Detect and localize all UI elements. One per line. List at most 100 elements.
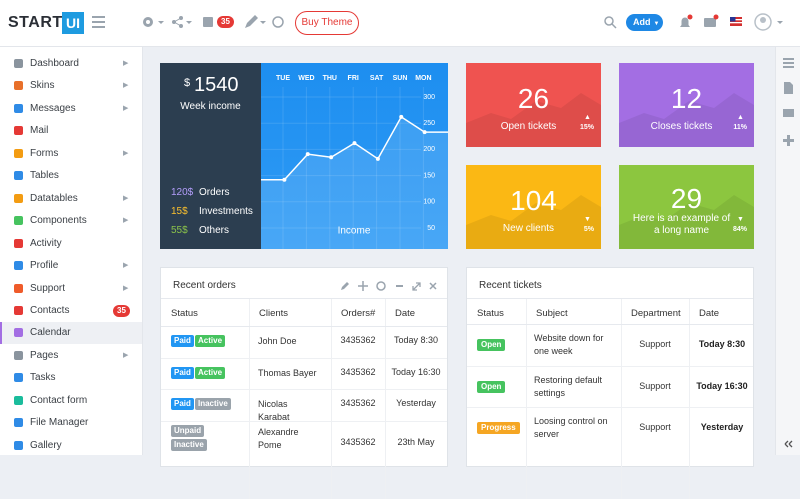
column-header: Status xyxy=(477,308,504,319)
edit-tool[interactable] xyxy=(341,282,349,290)
sidebar-item[interactable]: Messages ▶ xyxy=(0,98,142,120)
sidebar-item[interactable]: Datatables ▶ xyxy=(0,188,142,210)
sidebar-icon xyxy=(14,238,23,248)
tile-change: 5% xyxy=(583,226,594,233)
stat-tile: 12 Closes tickets ▲ 11% xyxy=(619,63,754,147)
y-tick-label: 250 xyxy=(423,120,435,127)
status-badge: Paid xyxy=(171,398,194,410)
sidebar-item[interactable]: Calendar xyxy=(0,322,142,345)
row-divider xyxy=(161,389,447,390)
sidebar-icon xyxy=(14,328,23,338)
day-label: THU xyxy=(323,75,337,82)
tile-value: 29 xyxy=(670,183,703,214)
column-header: Date xyxy=(395,308,416,319)
status-badge: Active xyxy=(195,366,226,379)
collapse-icon[interactable] xyxy=(784,440,793,448)
stat-tile: 104 New clients ▼ 5% xyxy=(466,165,601,249)
search-icon[interactable] xyxy=(604,16,614,26)
legend-value: 55$ xyxy=(171,225,188,236)
sidebar-label: Forms xyxy=(30,147,59,159)
row-divider xyxy=(161,357,447,359)
sidebar-item[interactable]: Forms ▶ xyxy=(0,143,142,165)
sidebar-item[interactable]: Components ▶ xyxy=(0,210,142,232)
file-icon[interactable] xyxy=(784,82,793,94)
folder-icon[interactable] xyxy=(203,17,213,27)
sidebar-item[interactable]: Dashboard ▶ xyxy=(0,53,142,75)
order-number: 3435362 xyxy=(340,436,376,447)
income-widget: $ 1540 Week income 120$ Orders 15$ Investme… xyxy=(160,63,448,249)
globe-icon[interactable] xyxy=(272,16,284,28)
sidebar-item[interactable]: Pages ▶ xyxy=(0,345,142,367)
refresh-tool[interactable] xyxy=(376,281,386,291)
income-point xyxy=(329,155,334,160)
tile-label: Closes tickets xyxy=(650,121,713,132)
sidebar-label: Contacts xyxy=(30,304,70,316)
logo-badge: UI xyxy=(62,12,84,34)
legend-label: Orders xyxy=(199,187,230,198)
notifications-icon[interactable] xyxy=(680,17,690,27)
day-label: SUN xyxy=(393,75,408,82)
tile-decoration xyxy=(619,195,754,249)
stat-tile: 29 Here is an example of a long name ▼ 84% xyxy=(619,165,754,249)
status-badge: Paid xyxy=(171,366,194,379)
move-tool[interactable] xyxy=(358,281,368,291)
status-badge: Active xyxy=(195,335,226,347)
tile-value: 104 xyxy=(510,185,557,216)
add-button[interactable]: Add ▼ xyxy=(626,14,663,31)
sidebar-item[interactable]: Support ▶ xyxy=(0,278,142,300)
tile-change: 15% xyxy=(579,124,594,131)
column-divider xyxy=(385,299,386,499)
share-icon[interactable] xyxy=(172,16,183,28)
mail-icon[interactable] xyxy=(704,18,716,27)
legend-label: Others xyxy=(199,225,230,236)
currency: $ xyxy=(184,77,191,89)
sidebar-item[interactable]: Profile ▶ xyxy=(0,255,142,277)
menu-toggle[interactable] xyxy=(92,16,105,28)
y-tick-label: 300 xyxy=(423,94,435,101)
sidebar-item[interactable]: Contacts 35 xyxy=(0,300,142,322)
sidebar-item[interactable]: File Manager xyxy=(0,412,142,434)
sidebar-icon xyxy=(14,418,23,428)
sidebar-item[interactable]: Gallery xyxy=(0,435,142,457)
tile-change: 84% xyxy=(732,226,747,233)
sidebar-arrow: ▶ xyxy=(123,194,129,202)
top-bar: START UI 35 Buy Theme Add ▼ xyxy=(0,0,800,47)
expand-tool[interactable] xyxy=(412,282,421,291)
list-icon[interactable] xyxy=(783,58,794,60)
tile-label: Open tickets xyxy=(500,121,557,132)
column-header: Department xyxy=(631,308,681,319)
sidebar-item[interactable]: Contact form xyxy=(0,390,142,412)
order-date: Today 8:30 xyxy=(393,335,439,345)
sidebar-label: Mail xyxy=(30,125,49,137)
sidebar-arrow: ▶ xyxy=(123,262,129,270)
tile-value: 26 xyxy=(517,83,550,114)
column-header: Status xyxy=(171,308,198,319)
header-divider xyxy=(161,326,447,327)
tile-label: New clients xyxy=(502,223,555,234)
panel-tools xyxy=(341,281,437,291)
close-tool[interactable] xyxy=(429,282,437,290)
panel-divider xyxy=(467,298,753,299)
income-point xyxy=(399,114,404,119)
sidebar-item[interactable]: Mail xyxy=(0,120,142,142)
sidebar-item[interactable]: Activity xyxy=(0,233,142,255)
edit-icon[interactable] xyxy=(245,15,258,28)
buy-theme-button[interactable]: Buy Theme xyxy=(295,11,359,35)
mail-panel-icon[interactable] xyxy=(783,109,794,117)
language-flag[interactable] xyxy=(730,17,742,26)
ticket-subject: Website down for one week xyxy=(534,333,604,356)
income-point xyxy=(422,130,427,135)
row-divider xyxy=(467,365,753,367)
add-panel-icon[interactable] xyxy=(783,135,794,146)
sidebar-item[interactable]: Tables xyxy=(0,165,142,187)
client-name: Alexandre Pome xyxy=(258,426,299,450)
sidebar-item[interactable]: Tasks xyxy=(0,367,142,389)
avatar[interactable] xyxy=(754,13,772,31)
sidebar-item[interactable]: Skins ▶ xyxy=(0,75,142,97)
sidebar-icon xyxy=(14,373,23,383)
row-divider xyxy=(467,407,753,408)
sidebar-icon xyxy=(14,126,23,136)
tile-decoration xyxy=(466,93,601,147)
column-divider xyxy=(526,299,527,499)
ticket-department: Support xyxy=(639,339,671,349)
